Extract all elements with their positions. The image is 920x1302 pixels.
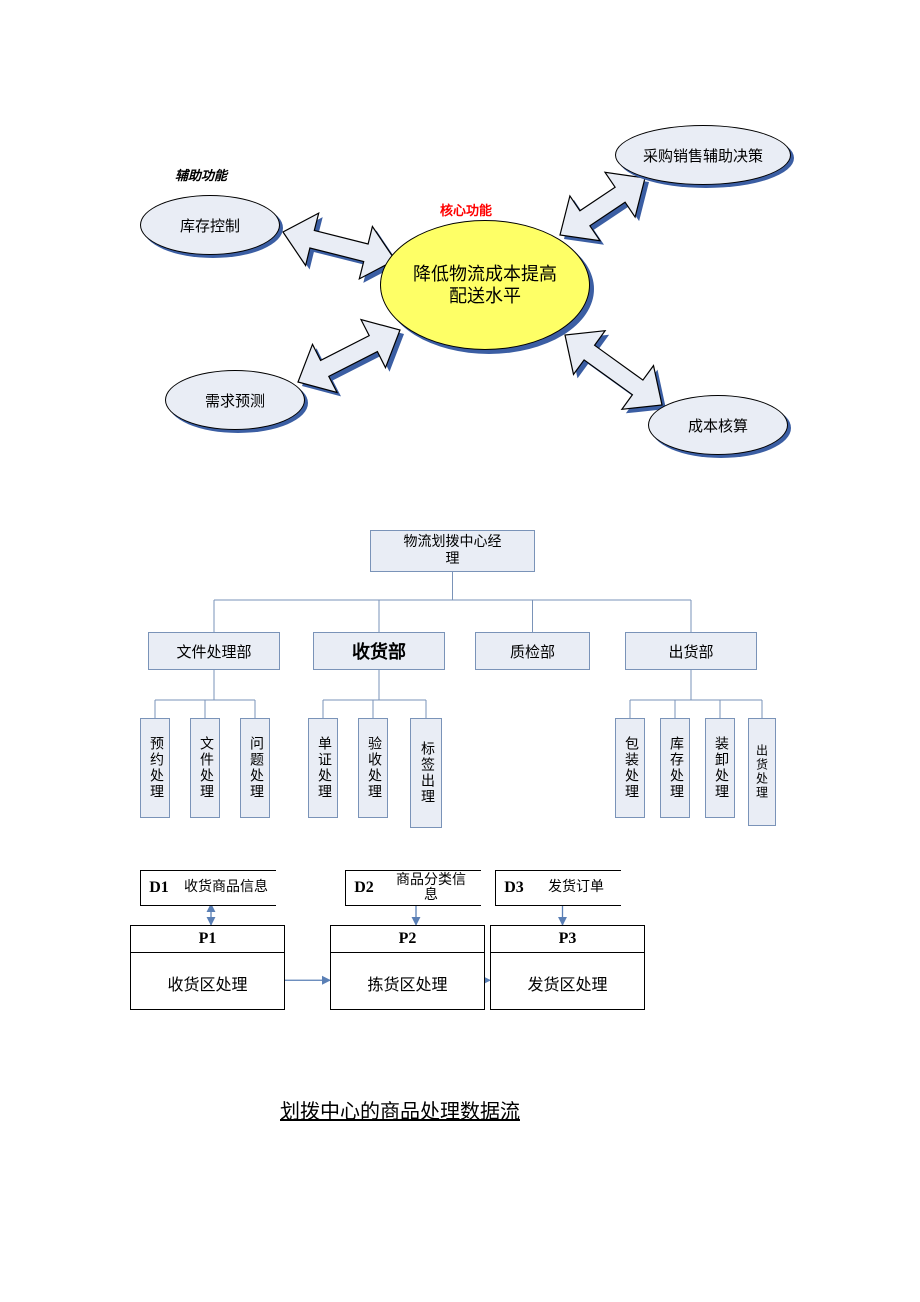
store-code-0: D1 [140, 870, 178, 906]
store-code-2: D3 [495, 870, 533, 906]
caption: 划拨中心的商品处理数据流 [280, 1095, 520, 1124]
process-1: P2拣货区处理 [330, 925, 485, 1010]
process-code-0: P1 [131, 926, 284, 953]
process-label-0: 收货区处理 [131, 953, 284, 1012]
process-0: P1收货区处理 [130, 925, 285, 1010]
store-label-1: 商品分类信息 [381, 870, 481, 906]
process-code-1: P2 [331, 926, 484, 953]
process-label-2: 发货区处理 [491, 953, 644, 1012]
process-2: P3发货区处理 [490, 925, 645, 1010]
process-label-1: 拣货区处理 [331, 953, 484, 1012]
store-code-1: D2 [345, 870, 383, 906]
store-label-2: 发货订单 [531, 870, 621, 906]
diagram3-lines [0, 0, 920, 1200]
process-code-2: P3 [491, 926, 644, 953]
stage: 辅助功能 核心功能 降低物流成本提高 配送水平 库存控制采购销售辅助决策需求预测… [0, 0, 920, 1302]
store-label-0: 收货商品信息 [176, 870, 276, 906]
